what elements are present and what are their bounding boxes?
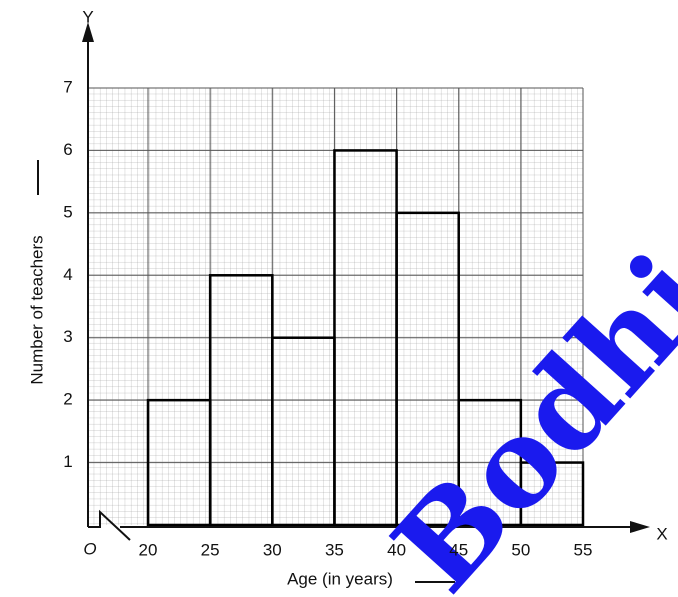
x-tick-label: 40: [387, 540, 406, 559]
x-tick-label: 30: [263, 540, 282, 559]
y-arrow: [82, 22, 94, 42]
y-tick-label: 4: [63, 265, 72, 284]
bar: [519, 461, 585, 527]
bar: [395, 211, 460, 527]
y-tick-label: 2: [63, 390, 72, 409]
x-tick-label: 45: [449, 540, 468, 559]
y-axis-label: Number of teachers: [27, 235, 46, 384]
x-tick-label: 20: [139, 540, 158, 559]
bars: [146, 149, 585, 527]
x-axis-name: X: [656, 524, 667, 543]
y-axis-name: Y: [82, 7, 93, 26]
y-tick-label: 1: [63, 452, 72, 471]
x-tick-label: 55: [574, 540, 593, 559]
x-tick-label: 35: [325, 540, 344, 559]
x-tick-label: 25: [201, 540, 220, 559]
y-tick-label: 7: [63, 77, 72, 96]
y-tick-label: 5: [63, 202, 72, 221]
y-tick-label: 3: [63, 327, 72, 346]
x-arrow: [630, 521, 650, 533]
x-axis-label: Age (in years): [287, 569, 393, 588]
origin-label: O: [83, 539, 96, 558]
x-axis: [88, 509, 640, 541]
y-tick-label: 6: [63, 140, 72, 159]
x-tick-label: 50: [511, 540, 530, 559]
